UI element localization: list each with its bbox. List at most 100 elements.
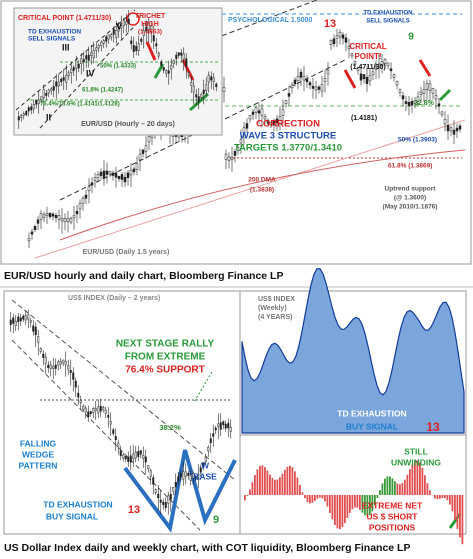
- annotation: PATTERN: [19, 460, 58, 470]
- cot-bar: [291, 467, 294, 495]
- candle: [172, 487, 175, 492]
- candle: [108, 171, 112, 175]
- candle: [422, 89, 426, 94]
- candle: [207, 446, 210, 452]
- cot-bar: [346, 495, 349, 518]
- annotation: CORRECTION: [256, 119, 320, 130]
- cot-bar: [254, 475, 256, 495]
- candle: [144, 456, 147, 463]
- candle: [222, 421, 225, 426]
- candle: [139, 450, 142, 455]
- candle: [142, 30, 145, 36]
- candle: [443, 119, 447, 125]
- candle: [431, 88, 435, 94]
- candle: [132, 45, 135, 52]
- annotation: POSITIONS: [369, 522, 416, 532]
- candle: [320, 84, 324, 92]
- candle: [42, 214, 46, 218]
- cot-bar: [379, 490, 381, 495]
- annotation: 76.4% SUPPORT: [125, 365, 204, 376]
- candle: [102, 406, 105, 410]
- candle: [281, 109, 285, 116]
- cot-bar: [436, 495, 439, 500]
- candle: [194, 475, 197, 479]
- cot-bar: [399, 484, 401, 495]
- annotation: 13: [324, 18, 336, 30]
- candle: [254, 107, 258, 113]
- candle: [185, 58, 188, 67]
- annotation: 61.8% (1.4247): [82, 88, 123, 94]
- candle: [107, 34, 110, 40]
- candle: [245, 123, 249, 129]
- candle: [149, 470, 152, 477]
- arrow: [448, 513, 462, 529]
- candle: [78, 203, 82, 210]
- candle: [75, 210, 79, 215]
- candle: [57, 81, 60, 87]
- candle: [12, 317, 15, 324]
- candle: [27, 238, 31, 242]
- candle: [72, 215, 76, 219]
- candle: [212, 77, 215, 82]
- annotation: SELL SIGNALS: [366, 19, 410, 25]
- dma-line: [59, 149, 466, 241]
- candle: [84, 407, 87, 413]
- candle: [284, 100, 288, 105]
- candle: [147, 465, 150, 469]
- cot-bar: [461, 495, 464, 545]
- candle: [69, 218, 73, 223]
- candle: [69, 370, 72, 373]
- candle: [67, 365, 70, 370]
- index-chart-drawing: [9, 268, 465, 545]
- candle: [39, 213, 43, 220]
- cot-bar: [366, 495, 369, 517]
- candle: [224, 423, 227, 429]
- candle: [425, 83, 429, 90]
- candle: [147, 22, 150, 31]
- pointer: [193, 371, 213, 403]
- candle: [75, 59, 78, 69]
- candle: [127, 18, 130, 24]
- cot-bar: [386, 476, 389, 495]
- candle: [214, 427, 217, 431]
- trend-line: [39, 19, 141, 129]
- candle: [401, 95, 405, 100]
- annotation: III: [62, 42, 70, 52]
- candle: [212, 433, 215, 437]
- annotation: BUY SIGNAL: [46, 511, 98, 521]
- cot-bar: [264, 467, 266, 495]
- candle: [27, 107, 30, 112]
- candle: [184, 471, 187, 477]
- candle: [192, 473, 195, 479]
- candle: [165, 70, 168, 74]
- cot-bar: [341, 495, 344, 528]
- candle: [377, 63, 381, 68]
- candle: [93, 177, 97, 181]
- cot-bar: [339, 495, 341, 530]
- cot-bar: [404, 479, 406, 495]
- candle: [308, 82, 312, 86]
- cot-bar: [394, 481, 396, 495]
- hourly-chart-drawing: [15, 9, 220, 129]
- candle: [299, 71, 303, 78]
- candle: [17, 316, 20, 322]
- annotation: FALLING: [20, 438, 57, 448]
- candle: [48, 213, 52, 218]
- candle: [449, 127, 453, 132]
- candle: [371, 71, 375, 75]
- candle: [323, 78, 327, 82]
- candle: [70, 68, 73, 73]
- candle: [30, 106, 33, 111]
- candle: [174, 481, 177, 488]
- candle: [104, 410, 107, 414]
- candle: [45, 93, 48, 96]
- candle: [85, 55, 88, 60]
- candle: [205, 84, 208, 91]
- candle: [359, 73, 363, 81]
- annotation: CRITICAL POINT (1.4711/30): [18, 15, 111, 22]
- candle: [117, 27, 120, 32]
- annotation: W: [201, 460, 210, 470]
- candle: [341, 34, 345, 39]
- annotation: US $ SHORT: [366, 511, 418, 521]
- candle: [210, 76, 213, 81]
